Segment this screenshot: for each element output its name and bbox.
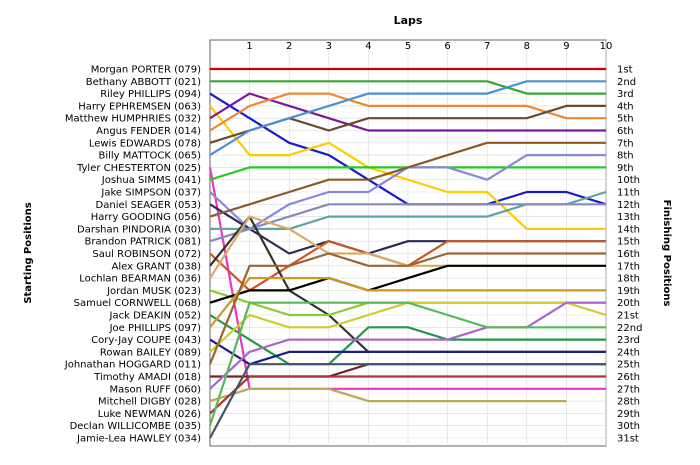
starting-label: Joshua SIMMS (041)	[101, 175, 201, 186]
x-tick-label: 2	[286, 41, 292, 52]
starting-label: Harry GOODING (056)	[91, 212, 201, 223]
series-line	[209, 80, 606, 157]
series-line	[209, 363, 606, 439]
series-line	[209, 387, 567, 403]
starting-label: Mason RUFF (060)	[110, 384, 202, 395]
starting-label: Timothy AMADI (018)	[93, 372, 201, 383]
finishing-label: 9th	[617, 163, 634, 174]
starting-label: Alex GRANT (038)	[112, 261, 202, 272]
starting-label: Jake SIMPSON (037)	[100, 188, 201, 199]
finishing-label: 2nd	[617, 77, 636, 88]
starting-label: Matthew HUMPHRIES (032)	[65, 114, 201, 125]
x-tick-label: 3	[326, 41, 332, 52]
finishing-label: 10th	[617, 175, 640, 186]
finishing-position-labels: 1st2nd3rd4th5th6th7th8th9th10th11th12th1…	[617, 65, 642, 445]
x-tick-label: 7	[484, 41, 490, 52]
series-line	[209, 277, 606, 328]
starting-label: Lewis EDWARDS (078)	[89, 138, 201, 149]
finishing-label: 17th	[617, 261, 640, 272]
series-line	[208, 301, 606, 427]
starting-label: Saul ROBINSON (072)	[92, 249, 201, 260]
series-line	[209, 92, 606, 132]
finishing-label: 28th	[617, 397, 640, 408]
starting-label: Billy MATTOCK (065)	[98, 151, 201, 162]
finishing-label: 18th	[617, 274, 640, 285]
finishing-label: 4th	[617, 101, 634, 112]
finishing-label: 16th	[617, 249, 640, 260]
starting-label: Harry EPHREMSEN (063)	[78, 101, 201, 112]
series-line	[208, 252, 606, 365]
series-line	[210, 80, 606, 95]
series-line	[209, 105, 606, 230]
starting-label: Luke NEWMAN (026)	[98, 409, 201, 420]
x-tick-label: 5	[405, 41, 411, 52]
series-line	[209, 203, 606, 243]
starting-label: Riley PHILLIPS (094)	[100, 89, 201, 100]
series-line	[209, 92, 606, 132]
finishing-label: 30th	[617, 421, 640, 432]
starting-label: Rowan BAILEY (089)	[100, 347, 201, 358]
starting-label: Daniel SEAGER (053)	[96, 200, 202, 211]
finishing-label: 22nd	[617, 323, 642, 334]
starting-label: Lochlan BEARMAN (036)	[79, 274, 201, 285]
finishing-label: 23rd	[617, 335, 640, 346]
x-tick-label: 8	[524, 41, 530, 52]
finishing-label: 26th	[617, 372, 640, 383]
starting-label: Tyler CHESTERTON (025)	[76, 163, 201, 174]
starting-label: Jamie-Lea HAWLEY (034)	[76, 434, 201, 445]
finishing-label: 7th	[617, 138, 634, 149]
starting-label: Joe PHILLIPS (097)	[109, 323, 202, 334]
finishing-label: 29th	[617, 409, 640, 420]
starting-label: Declan WILLICOMBE (035)	[70, 421, 202, 432]
starting-label: Brandon PATRICK (081)	[85, 237, 202, 248]
finishing-label: 27th	[617, 384, 640, 395]
finishing-label: 25th	[617, 360, 640, 371]
finishing-label: 11th	[617, 188, 640, 199]
starting-position-labels: Morgan PORTER (079)Bethany ABBOTT (021)R…	[64, 65, 201, 445]
right-axis-label: Finishing Positions	[661, 200, 672, 307]
series-line	[209, 301, 606, 390]
series-line	[209, 264, 606, 304]
x-tick-label: 4	[365, 41, 371, 52]
finishing-label: 14th	[617, 224, 640, 235]
starting-label: Jack DEAKIN (052)	[109, 311, 202, 322]
starting-label: Morgan PORTER (079)	[91, 65, 201, 76]
finishing-label: 15th	[617, 237, 640, 248]
finishing-label: 8th	[617, 151, 634, 162]
series-lines	[208, 67, 607, 439]
starting-label: Samuel CORNWELL (068)	[74, 298, 201, 309]
starting-label: Darshan PINDORIA (030)	[77, 224, 201, 235]
x-tick-label: 9	[563, 41, 569, 52]
starting-label: Jordan MUSK (023)	[106, 286, 201, 297]
finishing-label: 20th	[617, 298, 640, 309]
series-line	[209, 338, 606, 366]
finishing-label: 13th	[617, 212, 640, 223]
series-line	[209, 141, 606, 218]
starting-label: Mitchell DIGBY (028)	[98, 397, 201, 408]
x-tick-label: 1	[246, 41, 252, 52]
x-tick-label: 10	[600, 41, 613, 52]
starting-label: Johnathan HOGGARD (011)	[64, 360, 201, 371]
finishing-label: 24th	[617, 347, 640, 358]
left-axis-label: Starting Positions	[23, 202, 34, 303]
finishing-label: 31st	[617, 434, 639, 445]
finishing-label: 1st	[617, 65, 633, 76]
series-line	[209, 375, 606, 415]
chart-title: Laps	[394, 14, 423, 27]
x-tick-label: 6	[444, 41, 450, 52]
starting-label: Angus FENDER (014)	[96, 126, 201, 137]
finishing-label: 5th	[617, 114, 634, 125]
starting-label: Cory-Jay COUPE (043)	[91, 335, 201, 346]
starting-label: Bethany ABBOTT (021)	[86, 77, 201, 88]
finishing-label: 21st	[617, 311, 639, 322]
x-tick-labels: 1 2 3 4 5 6 7 8 9 10	[246, 41, 612, 52]
finishing-label: 6th	[617, 126, 634, 137]
finishing-label: 12th	[617, 200, 640, 211]
finishing-label: 19th	[617, 286, 640, 297]
finishing-label: 3rd	[617, 89, 634, 100]
